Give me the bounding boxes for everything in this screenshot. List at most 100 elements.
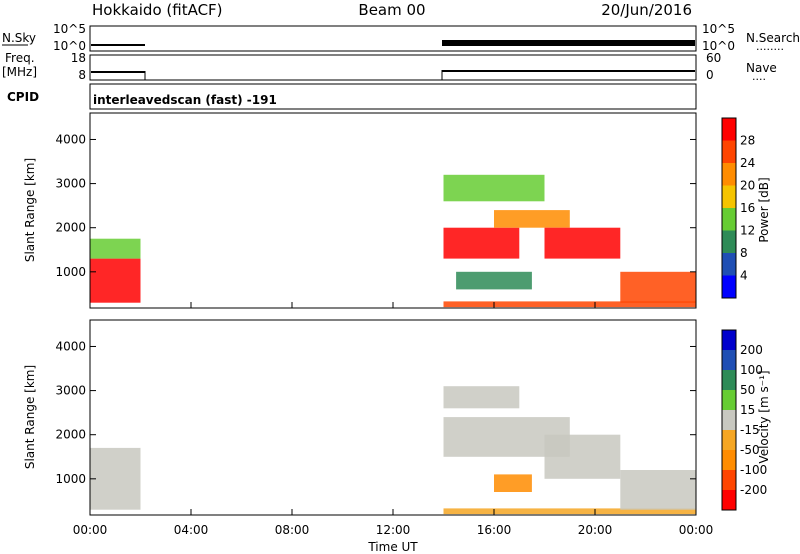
velocity-region-1 (443, 508, 696, 515)
power-colorbar-frame (721, 117, 737, 299)
power-colorbar-segment (722, 230, 736, 253)
power-colorbar-tick: 20 (740, 179, 755, 193)
nave-tick-top: 60 (706, 51, 721, 65)
power-region-6 (456, 271, 532, 290)
velocity-colorbar-tick: -15 (740, 423, 760, 437)
nsky-tick-top: 10^5 (53, 22, 86, 36)
velocity-colorbar-tick: 50 (740, 383, 755, 397)
velocity-region-0 (90, 447, 141, 510)
freq-label-line2: [MHz] (2, 65, 37, 79)
freq-tick-bottom: 8 (78, 68, 86, 82)
x-tick-label: 12:00 (376, 523, 411, 537)
power-colorbar-segment (722, 118, 736, 141)
power-panel: 1000 2000 3000 4000 Slant Range [km] (23, 112, 697, 309)
beam-title: Beam 00 (358, 1, 425, 19)
velocity-colorbar-segment (722, 450, 736, 470)
power-ytick-label: 4000 (55, 132, 86, 146)
velocity-panel: 1000 2000 3000 4000 Slant Range [km] (23, 319, 697, 516)
nave-label: Nave (746, 61, 777, 75)
x-tick-label: 00:00 (679, 523, 714, 537)
nsky-tick-bottom: 10^0 (53, 39, 86, 53)
velocity-y-axis-label: Slant Range [km] (23, 365, 37, 469)
nave-dots: .... (752, 70, 766, 83)
freq-label-line1: Freq. (5, 51, 35, 65)
nsearch-label: N.Search (746, 31, 800, 45)
power-colorbar-tick: 16 (740, 201, 755, 215)
velocity-colorbar-segment (722, 490, 736, 510)
freq-trace (91, 70, 695, 73)
nsky-strip: N.Sky 10^5 10^0 10^5 10^0 N.Search .....… (2, 22, 800, 53)
x-axis: 00:00 04:00 08:00 12:00 16:00 20:00 00:00 (73, 523, 714, 537)
velocity-colorbar-segment (722, 430, 736, 450)
power-region-5 (544, 227, 621, 259)
nsearch-tick-top: 10^5 (702, 22, 735, 36)
velocity-region-5 (620, 470, 697, 510)
cpid-strip: CPID interleavedscan (fast) -191 (7, 83, 697, 110)
power-region-2 (443, 301, 696, 308)
power-colorbar-segment (722, 163, 736, 186)
velocity-region-3 (494, 474, 532, 492)
power-ytick-label: 1000 (55, 265, 86, 279)
velocity-colorbar-tick: -50 (740, 443, 760, 457)
x-tick-label: 00:00 (73, 523, 108, 537)
power-region-3 (443, 227, 520, 259)
power-region-1 (90, 238, 141, 259)
power-colorbar-tick: 28 (740, 134, 755, 148)
power-colorbar-tick: 24 (740, 156, 755, 170)
x-tick-label: 16:00 (477, 523, 512, 537)
power-colorbar-segment (722, 185, 736, 208)
velocity-colorbar: -200 -100 -50 -15 15 50 100 200 (721, 329, 767, 511)
velocity-colorbar-segment (722, 470, 736, 490)
velocity-colorbar-segment (722, 350, 736, 370)
velocity-region-4 (544, 434, 621, 479)
power-ytick-label: 3000 (55, 177, 86, 191)
freq-tick-top: 18 (71, 51, 86, 65)
velocity-region-6 (443, 386, 520, 409)
velocity-colorbar-tick: -200 (740, 483, 767, 497)
power-colorbar-segment (722, 140, 736, 163)
velocity-colorbar-segment (722, 330, 736, 350)
x-tick-label: 20:00 (578, 523, 613, 537)
power-region-4 (494, 210, 570, 228)
power-colorbar-label: Power [dB] (757, 177, 771, 242)
velocity-colorbar-label: Velocity [m s⁻¹] (757, 370, 771, 463)
power-colorbar-segment (722, 275, 736, 298)
velocity-colorbar-tick: 15 (740, 403, 755, 417)
power-colorbar-tick: 8 (740, 246, 748, 260)
nave-tick-bottom: 0 (706, 68, 714, 82)
x-tick-label: 04:00 (174, 523, 209, 537)
power-ytick-label: 2000 (55, 221, 86, 235)
nsearch-tick-bottom: 10^0 (702, 39, 735, 53)
freq-strip: Freq. [MHz] 18 8 60 0 Nave .... (2, 51, 777, 83)
velocity-ytick-label: 4000 (55, 339, 86, 353)
nsky-trace (91, 40, 695, 46)
velocity-colorbar-tick: -100 (740, 463, 767, 477)
x-tick-label: 08:00 (275, 523, 310, 537)
power-region-8 (443, 174, 545, 202)
power-colorbar-tick: 12 (740, 224, 755, 238)
power-region-7 (620, 271, 697, 303)
nsearch-dots: ........ (756, 40, 784, 53)
power-colorbar-tick: 4 (740, 269, 748, 283)
velocity-colorbar-segment (722, 370, 736, 390)
power-region-0 (90, 258, 141, 303)
velocity-colorbar-frame (721, 329, 737, 511)
x-axis-label: Time UT (367, 540, 418, 554)
cpid-label: CPID (7, 90, 39, 104)
velocity-colorbar-segment (722, 390, 736, 410)
nsky-label: N.Sky (2, 31, 36, 45)
velocity-ytick-label: 3000 (55, 384, 86, 398)
power-colorbar-segment (722, 208, 736, 231)
velocity-ytick-label: 2000 (55, 428, 86, 442)
velocity-colorbar-segment (722, 410, 736, 430)
date-title: 20/Jun/2016 (601, 1, 692, 19)
velocity-colorbar-tick: 200 (740, 343, 763, 357)
velocity-ytick-label: 1000 (55, 472, 86, 486)
cpid-text: interleavedscan (fast) -191 (93, 93, 277, 107)
site-title: Hokkaido (fitACF) (92, 1, 223, 19)
power-colorbar: 4 8 12 16 20 24 28 (721, 117, 755, 299)
power-colorbar-segment (722, 253, 736, 276)
power-y-axis-label: Slant Range [km] (23, 158, 37, 262)
velocity-colorbar-tick: 100 (740, 363, 763, 377)
